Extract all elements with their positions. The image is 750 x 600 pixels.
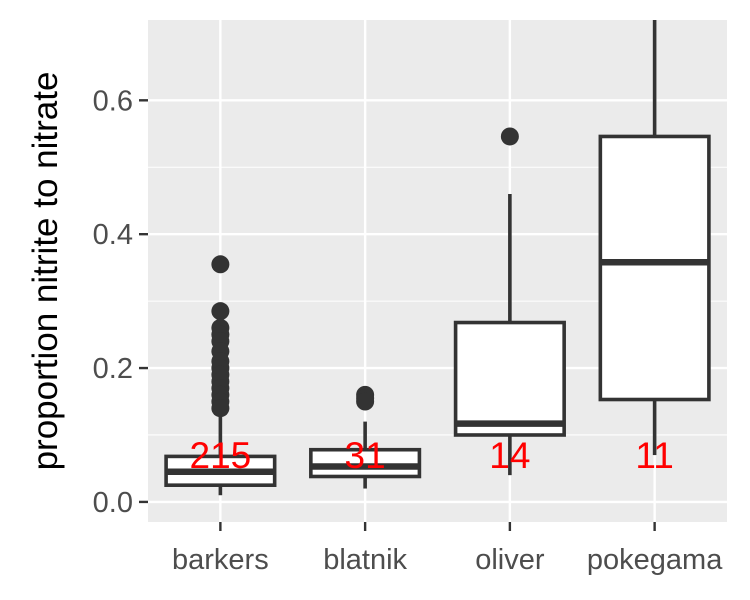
outlier-point: [211, 302, 230, 321]
box-rect: [453, 320, 566, 437]
x-tick-label: blatnik: [323, 544, 407, 576]
boxes-layer: [164, 20, 711, 496]
box-blatnik: [309, 385, 422, 489]
box-rect: [598, 134, 711, 402]
y-tick-label: 0.6: [93, 85, 133, 117]
outlier-point: [211, 255, 230, 274]
outlier-point: [356, 392, 375, 411]
y-axis: 0.0 0.2 0.4 0.6: [93, 85, 148, 519]
y-tick-label: 0.4: [93, 219, 133, 251]
outlier-point: [500, 127, 519, 146]
box-rect: [309, 447, 422, 479]
count-label-pokegama: 11: [635, 435, 673, 476]
y-axis-title: proportion nitrite to nitrate: [26, 72, 65, 471]
count-label-barkers: 215: [190, 435, 252, 476]
y-tick-label: 0.0: [93, 487, 133, 519]
count-label-oliver: 14: [489, 435, 530, 476]
box-barkers: [164, 255, 277, 496]
count-labels-layer: 215 31 14 11: [190, 435, 674, 476]
count-label-blatnik: 31: [345, 435, 386, 476]
x-tick-label: barkers: [172, 544, 269, 576]
x-axis: barkers blatnik oliver pokegama: [172, 522, 723, 576]
x-tick-label: oliver: [475, 544, 545, 576]
box-pokegama: [598, 20, 711, 456]
box-oliver: [453, 127, 566, 476]
outlier-point: [211, 399, 230, 418]
x-tick-label: pokegama: [587, 544, 723, 576]
y-tick-label: 0.2: [93, 353, 133, 385]
